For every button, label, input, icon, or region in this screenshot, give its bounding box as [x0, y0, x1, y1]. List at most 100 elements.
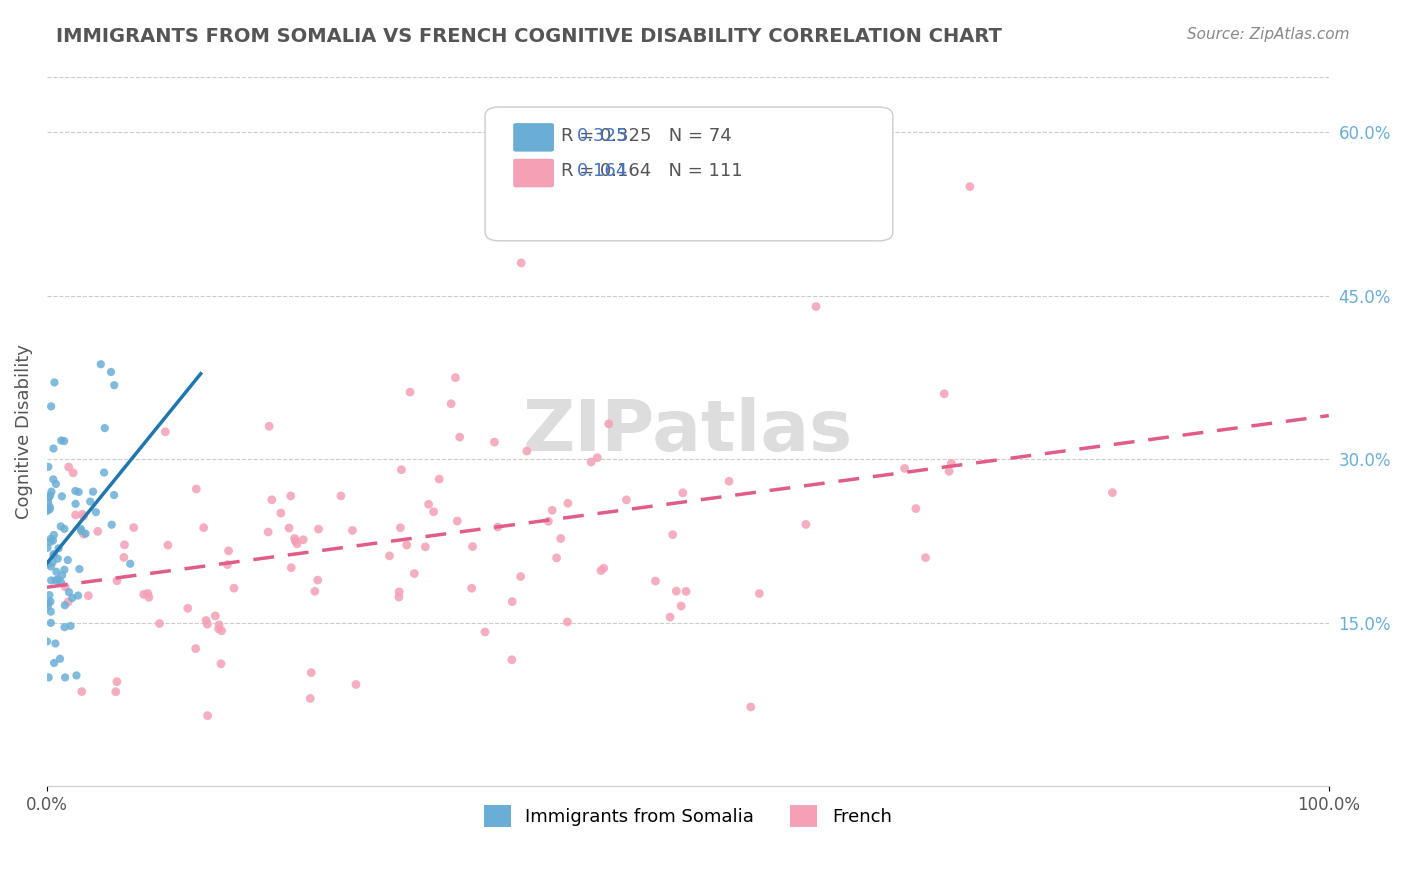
Point — [299, 665, 322, 680]
Point — [1101, 485, 1123, 500]
Point — [44, 376, 66, 390]
Point — [56, 595, 79, 609]
Point — [449, 430, 471, 444]
Point — [93, 466, 115, 480]
Point — [79, 494, 101, 508]
Point — [39, 400, 62, 414]
Point — [67, 589, 90, 603]
Text: Source: ZipAtlas.com: Source: ZipAtlas.com — [1187, 27, 1350, 42]
Point — [77, 589, 100, 603]
Point — [67, 485, 90, 500]
Point — [42, 547, 65, 561]
Point — [35, 634, 58, 648]
Point — [389, 521, 412, 535]
Point — [59, 619, 82, 633]
Point — [45, 477, 67, 491]
Point — [42, 533, 65, 548]
Point — [53, 563, 76, 577]
Point — [329, 489, 352, 503]
Point — [37, 599, 59, 614]
Point — [53, 522, 76, 536]
Point — [415, 540, 437, 554]
Point — [84, 505, 107, 519]
Point — [37, 495, 59, 509]
Point — [270, 506, 292, 520]
Point — [122, 520, 145, 534]
Point — [46, 572, 69, 586]
Point — [42, 472, 65, 486]
Point — [486, 520, 509, 534]
Point — [41, 484, 63, 499]
Point — [557, 615, 579, 629]
Point — [39, 574, 62, 588]
Point — [934, 386, 956, 401]
Text: 0.164: 0.164 — [576, 162, 627, 180]
Point — [49, 519, 72, 533]
Point — [541, 503, 564, 517]
Point — [399, 385, 422, 400]
Point — [307, 573, 329, 587]
Text: R = 0.164   N = 111: R = 0.164 N = 111 — [561, 162, 742, 180]
Point — [184, 641, 207, 656]
Point — [39, 488, 62, 502]
Point — [914, 550, 936, 565]
Point — [669, 599, 692, 613]
Point — [39, 559, 62, 574]
Point — [284, 532, 307, 546]
Point — [82, 484, 104, 499]
Point — [659, 610, 682, 624]
Point — [308, 522, 330, 536]
Point — [748, 586, 770, 600]
Point — [120, 557, 142, 571]
Point — [65, 497, 87, 511]
Point — [37, 596, 59, 610]
Point — [44, 636, 66, 650]
Point — [284, 533, 307, 548]
Point — [418, 497, 440, 511]
Point — [65, 483, 87, 498]
Legend: Immigrants from Somalia, French: Immigrants from Somalia, French — [477, 797, 898, 834]
Point — [389, 463, 412, 477]
Point — [90, 357, 112, 371]
Point — [38, 491, 60, 505]
Point — [280, 560, 302, 574]
Point — [53, 434, 76, 448]
Point — [39, 532, 62, 546]
Point — [38, 670, 60, 684]
Point — [665, 584, 688, 599]
Point — [38, 588, 60, 602]
Point — [53, 599, 76, 613]
Point — [100, 365, 122, 379]
Point — [675, 584, 697, 599]
Point — [72, 508, 94, 522]
Point — [209, 657, 232, 671]
Point — [53, 580, 76, 594]
Point — [388, 584, 411, 599]
Point — [941, 456, 963, 470]
Point — [218, 544, 240, 558]
Point — [938, 464, 960, 478]
Point — [195, 614, 218, 628]
Point — [904, 501, 927, 516]
Point — [56, 553, 79, 567]
Point — [60, 591, 83, 605]
Point — [378, 549, 401, 563]
Point — [58, 585, 80, 599]
Point — [65, 508, 87, 522]
Point — [39, 535, 62, 549]
Point — [103, 378, 125, 392]
Point — [105, 674, 128, 689]
Point — [404, 566, 426, 581]
Point — [193, 521, 215, 535]
Point — [112, 550, 135, 565]
Point — [278, 521, 301, 535]
Point — [292, 533, 315, 547]
Point — [207, 622, 229, 636]
Point — [537, 514, 560, 528]
Point — [38, 500, 60, 514]
Point — [461, 540, 484, 554]
Point — [155, 425, 177, 439]
Point — [616, 492, 638, 507]
Point — [42, 656, 65, 670]
Point — [208, 618, 231, 632]
